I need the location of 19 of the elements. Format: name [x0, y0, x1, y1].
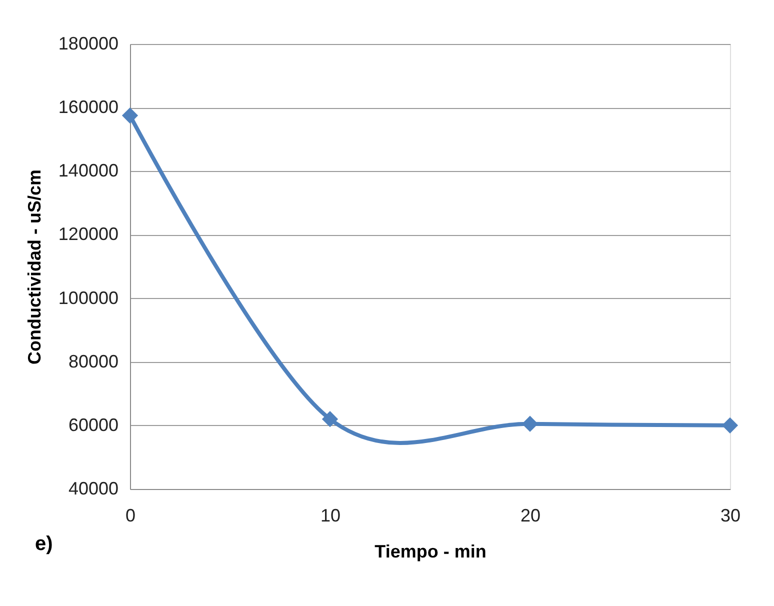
x-axis-title: Tiempo - min: [374, 542, 486, 562]
point: [122, 107, 138, 124]
x-tick-label: 0: [125, 506, 136, 526]
y-tick-label: 100000: [58, 288, 118, 308]
text: e): [35, 533, 53, 555]
y-tick-label: 60000: [68, 414, 118, 435]
y-tick-label: 180000: [58, 34, 118, 54]
x-tick-label: 20: [520, 506, 541, 526]
y-tick-label: 80000: [68, 351, 118, 372]
point: [322, 411, 338, 428]
point: [722, 417, 738, 434]
x-tick-label: 30: [720, 506, 741, 526]
y-tick-label: 160000: [58, 97, 118, 118]
y-tick-label: 120000: [58, 224, 118, 244]
y-tick-label: 140000: [58, 160, 118, 181]
y-axis-title: Conductividad - uS/cm: [24, 169, 44, 365]
x-tick-label: 10: [320, 506, 341, 526]
point: [522, 416, 538, 432]
y-tick-label: 40000: [68, 478, 118, 498]
